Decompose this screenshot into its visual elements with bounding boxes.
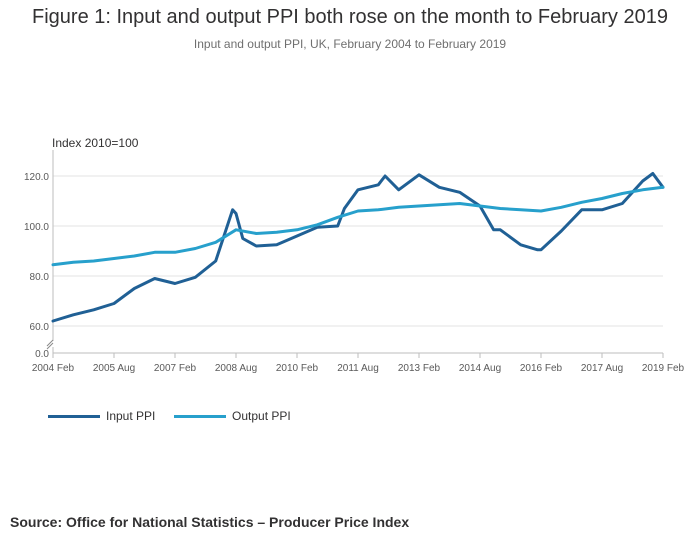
- axes: [46, 150, 664, 358]
- x-tick-label: 2014 Aug: [459, 363, 501, 374]
- source-note: Source: Office for National Statistics –…: [10, 514, 410, 530]
- y-tick-label: 120.0: [24, 172, 49, 183]
- x-tick-label: 2007 Feb: [154, 363, 197, 374]
- legend-swatch-output: [174, 415, 226, 418]
- legend-label-input: Input PPI: [106, 409, 156, 423]
- x-tick-label: 2017 Aug: [581, 363, 623, 374]
- line-chart: 0.0 60.0 80.0 100.0 120.0 2004 Feb 2005 Aug 200…: [24, 150, 685, 374]
- series-line-input-ppi: [51, 172, 665, 323]
- x-tick-label: 2004 Feb: [32, 363, 75, 374]
- y-tick-label: 60.0: [30, 322, 50, 333]
- y-axis-label: Index 2010=100: [52, 136, 139, 150]
- y-tick-label: 80.0: [30, 272, 50, 283]
- x-tick-label: 2013 Feb: [398, 363, 441, 374]
- series-line-output-ppi: [51, 185, 665, 267]
- legend-swatch-input: [48, 415, 100, 418]
- x-tick-label: 2016 Feb: [520, 363, 563, 374]
- x-tick-label: 2005 Aug: [93, 363, 135, 374]
- tick-labels: 0.0 60.0 80.0 100.0 120.0 2004 Feb 2005 Aug 200…: [24, 172, 685, 374]
- y-tick-label: 100.0: [24, 222, 49, 233]
- grid-lines: [53, 175, 663, 327]
- x-tick-label: 2010 Feb: [276, 363, 319, 374]
- series-lines: [51, 172, 665, 323]
- chart-title: Figure 1: Input and output PPI both rose…: [32, 6, 668, 28]
- chart-subtitle: Input and output PPI, UK, February 2004 …: [193, 37, 507, 51]
- x-tick-label: 2008 Aug: [215, 363, 257, 374]
- legend-label-output: Output PPI: [232, 409, 291, 423]
- x-tick-label: 2011 Aug: [337, 363, 379, 374]
- y-tick-label: 0.0: [35, 349, 49, 360]
- axis-break-mark: [46, 339, 54, 350]
- x-tick-label: 2019 Feb: [642, 363, 685, 374]
